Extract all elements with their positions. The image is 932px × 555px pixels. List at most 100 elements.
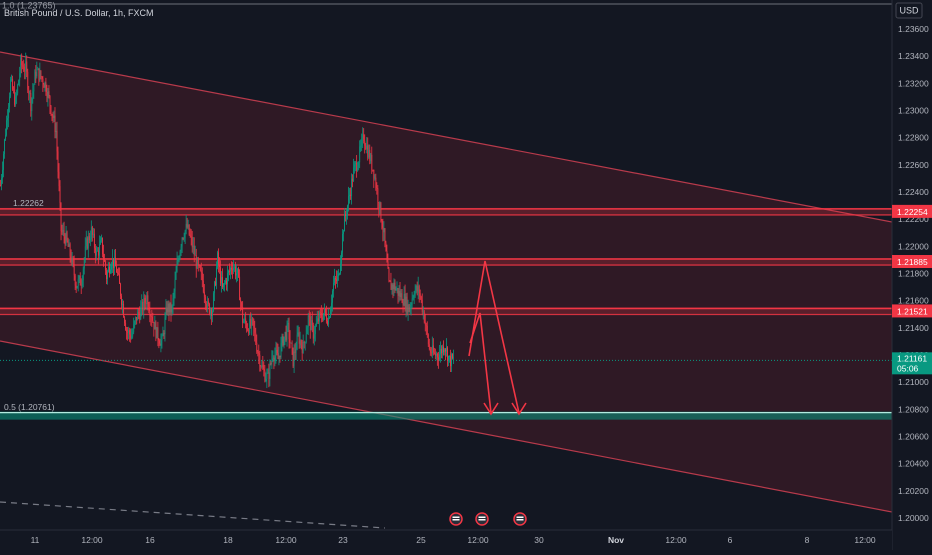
candle-body (208, 303, 210, 314)
trend-dashed-line[interactable] (0, 501, 386, 529)
candle-body (348, 196, 350, 206)
candle-body (198, 265, 200, 266)
candle-body (25, 61, 27, 72)
candle-body (366, 145, 368, 150)
candle-body (215, 281, 216, 286)
candle-body (110, 269, 111, 274)
channel-lower-line[interactable] (0, 340, 893, 513)
price-tick-label: 1.21400 (898, 323, 929, 333)
forecast-arrows[interactable] (468, 260, 527, 416)
candle-body (151, 316, 153, 321)
candle-body (267, 372, 269, 374)
candle-body (200, 270, 202, 273)
candle-body (170, 302, 172, 313)
candle-body (132, 332, 134, 337)
candle-body (278, 355, 280, 359)
candle-body (106, 270, 107, 280)
time-tick-label: 16 (145, 535, 155, 545)
candle-body (308, 315, 310, 317)
price-axis[interactable] (892, 0, 932, 550)
symbol-legend[interactable]: British Pound / U.S. Dollar, 1h, FXCM (4, 8, 154, 18)
candle-body (356, 162, 358, 171)
resistance-zone-2[interactable] (0, 257, 892, 266)
candle-body (363, 134, 365, 142)
candle-body (263, 369, 265, 371)
candle-body (112, 258, 113, 265)
candle-body (61, 230, 63, 232)
candle-body (125, 322, 127, 330)
descending-channel[interactable] (0, 52, 892, 512)
candle-body (276, 349, 278, 354)
resistance-zone-1[interactable] (0, 207, 892, 216)
candle-body (186, 223, 188, 228)
candle-body (57, 151, 59, 172)
candle-body (152, 320, 154, 323)
candle-body (182, 237, 184, 239)
candle-body (250, 319, 252, 327)
candle-body (416, 285, 418, 292)
candle-body (72, 257, 74, 264)
time-tick-label: Nov (608, 535, 624, 545)
flag-event-icon[interactable] (449, 512, 463, 526)
candle-body (58, 171, 60, 187)
candle-body (420, 296, 422, 300)
candle-body (65, 232, 67, 245)
time-tick-label: 12:00 (665, 535, 687, 545)
currency-button[interactable] (895, 2, 923, 19)
event-markers (449, 512, 527, 526)
candle-body (184, 230, 186, 239)
candlestick-series[interactable] (0, 52, 454, 389)
flag-event-icon[interactable] (475, 512, 489, 526)
candle-body (453, 357, 454, 359)
candle-body (122, 304, 124, 305)
price-tick-label: 1.20800 (898, 404, 929, 414)
candle-body (28, 89, 30, 94)
candle-body (119, 274, 121, 284)
candle-body (113, 258, 114, 268)
candle-body (2, 169, 3, 179)
candle-body (309, 316, 311, 331)
candle-body (211, 309, 212, 316)
candle-body (39, 70, 41, 81)
candle-body (223, 283, 224, 288)
candle-body (108, 266, 109, 272)
candle-body (407, 304, 409, 313)
candle-body (162, 333, 164, 337)
candle-body (127, 331, 129, 333)
candle-body (336, 279, 337, 281)
candle-body (402, 302, 404, 306)
candle-body (266, 373, 268, 380)
candle-body (412, 297, 414, 299)
resistance-zone-3[interactable] (0, 307, 892, 316)
candle-body (218, 252, 219, 265)
candle-body (270, 362, 272, 364)
price-tick-label: 1.22000 (898, 241, 929, 251)
candle-body (133, 324, 135, 333)
candle-body (252, 318, 254, 319)
candle-body (388, 268, 390, 281)
candle-body (279, 355, 281, 358)
candle-body (43, 84, 45, 88)
flag-event-icon[interactable] (513, 512, 527, 526)
candle-body (347, 205, 349, 216)
candle-body (155, 322, 157, 339)
candle-body (51, 114, 53, 116)
candle-body (149, 310, 151, 317)
candle-body (11, 78, 13, 80)
arrow-path-lower[interactable] (469, 312, 492, 414)
channel-upper-line[interactable] (0, 51, 893, 223)
candle-body (311, 320, 313, 326)
candle-body (20, 57, 22, 74)
fib-level-1-label: 1.0 (1.23765) (2, 0, 56, 10)
support-zone[interactable] (0, 411, 892, 420)
time-axis[interactable] (0, 530, 892, 550)
candle-body (169, 302, 171, 313)
candle-body (449, 355, 450, 357)
candle-body (408, 304, 410, 312)
candle-body (197, 259, 199, 266)
arrow-path-upper[interactable] (468, 260, 520, 414)
candle-body (244, 318, 246, 322)
candle-body (374, 177, 376, 179)
candle-body (249, 319, 251, 334)
